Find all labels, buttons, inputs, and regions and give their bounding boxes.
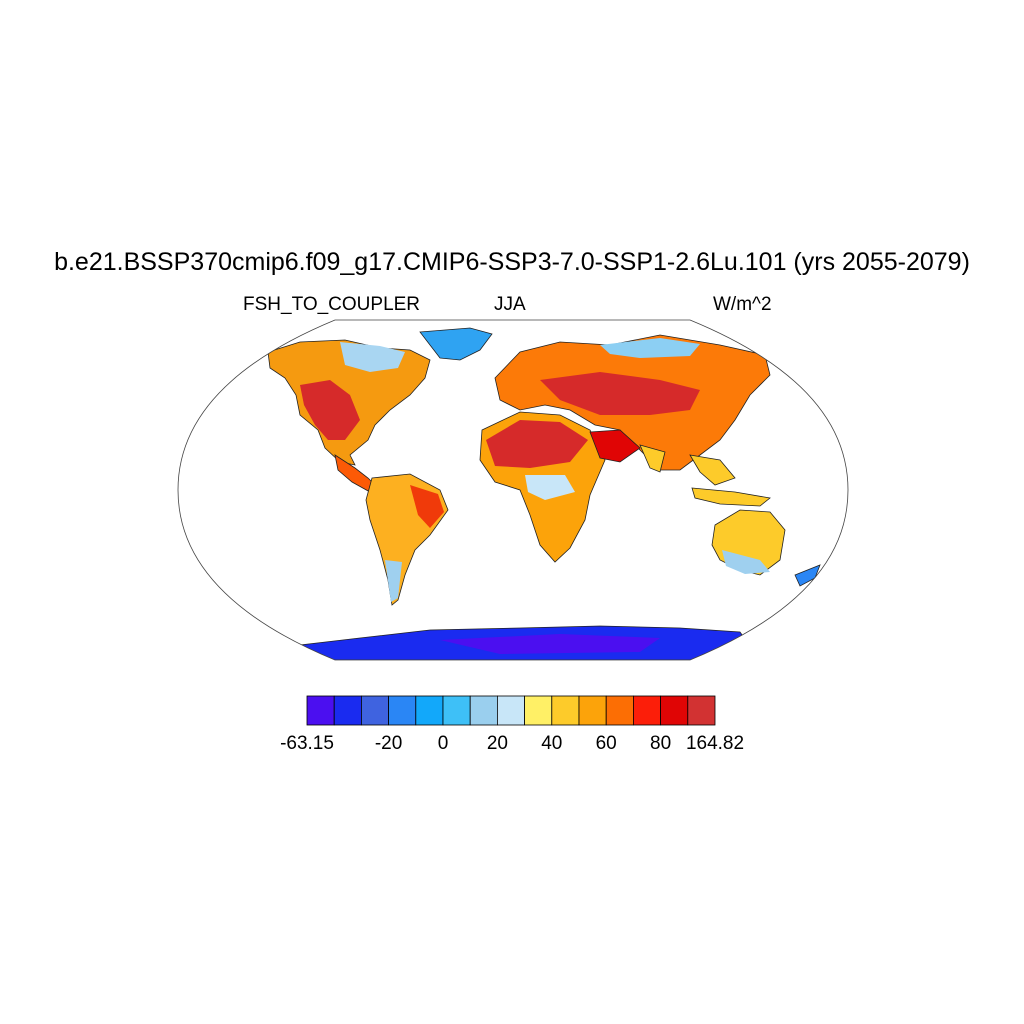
south-asia-landmass <box>639 444 736 486</box>
colorbar-tick-label: 20 <box>486 733 508 754</box>
antarctica-deep <box>440 634 660 654</box>
central-africa-cold <box>525 475 575 500</box>
colorbar-swatch <box>660 695 689 726</box>
colorbar-swatch <box>306 695 335 726</box>
eurasia-hot <box>540 372 700 415</box>
colorbar-tick-label: -20 <box>374 733 403 754</box>
map-title: b.e21.BSSP370cmip6.f09_g17.CMIP6-SSP3-7.… <box>54 248 970 276</box>
colorbar-swatch <box>360 695 389 726</box>
colorbar-swatch <box>469 695 498 726</box>
colorbar-swatch <box>415 695 444 726</box>
north-america-hot <box>300 380 360 440</box>
colorbar-tick-label: 80 <box>650 733 672 754</box>
greenland-landmass <box>419 327 493 361</box>
colorbar-swatch <box>496 695 525 726</box>
season-label: JJA <box>494 294 526 315</box>
units-label: W/m^2 <box>713 294 772 315</box>
colorbar-swatch <box>551 695 580 726</box>
colorbar-tick-label: 40 <box>541 733 563 754</box>
colorbar-swatch <box>388 695 417 726</box>
arabia-landmass <box>589 429 641 463</box>
map-border <box>177 319 849 661</box>
colorbar-tick-label: 0 <box>437 733 449 754</box>
north-america-cold <box>340 342 405 372</box>
colorbar-swatch <box>333 695 362 726</box>
colorbar-tick-label: -63.15 <box>280 733 334 754</box>
colorbar-swatch <box>633 695 662 726</box>
colorbar-swatch <box>578 695 607 726</box>
colorbar-swatch <box>687 695 716 726</box>
sahara-hot <box>486 420 588 468</box>
colorbar-tick-label: 164.82 <box>685 733 745 754</box>
colorbar-tick-label: 60 <box>595 733 617 754</box>
colorbar-swatch <box>605 695 634 726</box>
australia-cold <box>722 550 770 574</box>
colorbar-swatch <box>442 695 471 726</box>
variable-name: FSH_TO_COUPLER <box>243 294 421 315</box>
colorbar <box>306 695 716 726</box>
siberia-cold <box>600 338 700 358</box>
south-america-cold <box>385 560 402 602</box>
indonesia-landmass <box>691 487 771 507</box>
colorbar-swatch <box>524 695 553 726</box>
south-america-hot <box>410 485 444 528</box>
